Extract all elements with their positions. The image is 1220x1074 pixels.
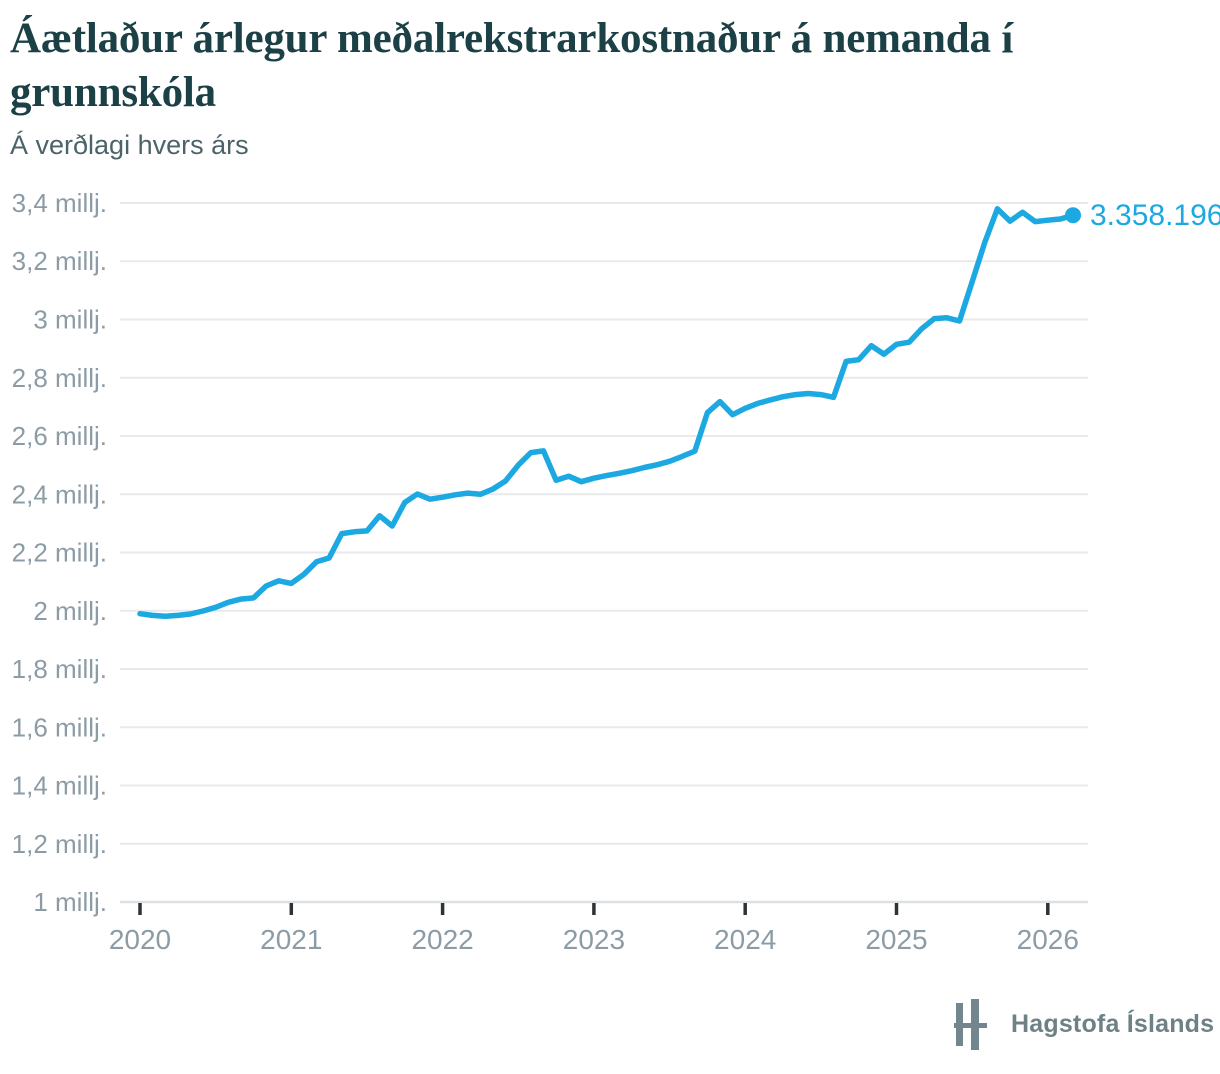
- y-axis-label: 3,2 millj.: [12, 246, 107, 276]
- y-axis-label: 3 millj.: [33, 305, 107, 335]
- hagstofa-logo-icon: [954, 1023, 987, 1028]
- y-axis-label: 2,8 millj.: [12, 363, 107, 393]
- x-axis-label: 2023: [563, 924, 625, 955]
- y-axis-label: 2,6 millj.: [12, 421, 107, 451]
- chart-title: Áætlaður árlegur meðalrekstrarkostnaður …: [10, 15, 1014, 116]
- y-axis-label: 2 millj.: [33, 596, 107, 626]
- x-axis-label: 2026: [1017, 924, 1079, 955]
- x-axis-label: 2022: [411, 924, 473, 955]
- series-end-label: 3.358.196: [1090, 199, 1220, 232]
- y-axis-label: 1 millj.: [33, 887, 107, 917]
- x-axis-label: 2025: [865, 924, 927, 955]
- y-axis-label: 1,8 millj.: [12, 654, 107, 684]
- chart-subtitle: Á verðlagi hvers árs: [10, 130, 249, 160]
- y-axis-label: 1,2 millj.: [12, 829, 107, 859]
- series-line: [137, 206, 1076, 620]
- hagstofa-logo-text: Hagstofa Íslands: [1011, 1010, 1215, 1038]
- y-axis-label: 1,4 millj.: [12, 771, 107, 801]
- x-axis-label: 2020: [109, 924, 171, 955]
- y-axis-label: 1,6 millj.: [12, 712, 107, 742]
- x-axis-label: 2021: [260, 924, 322, 955]
- y-axis-label: 2,4 millj.: [12, 479, 107, 509]
- series-end-dot: [1065, 207, 1081, 224]
- x-axis-label: 2024: [714, 924, 776, 955]
- y-axis-label: 3,4 millj.: [12, 188, 107, 218]
- y-axis-label: 2,2 millj.: [12, 538, 107, 568]
